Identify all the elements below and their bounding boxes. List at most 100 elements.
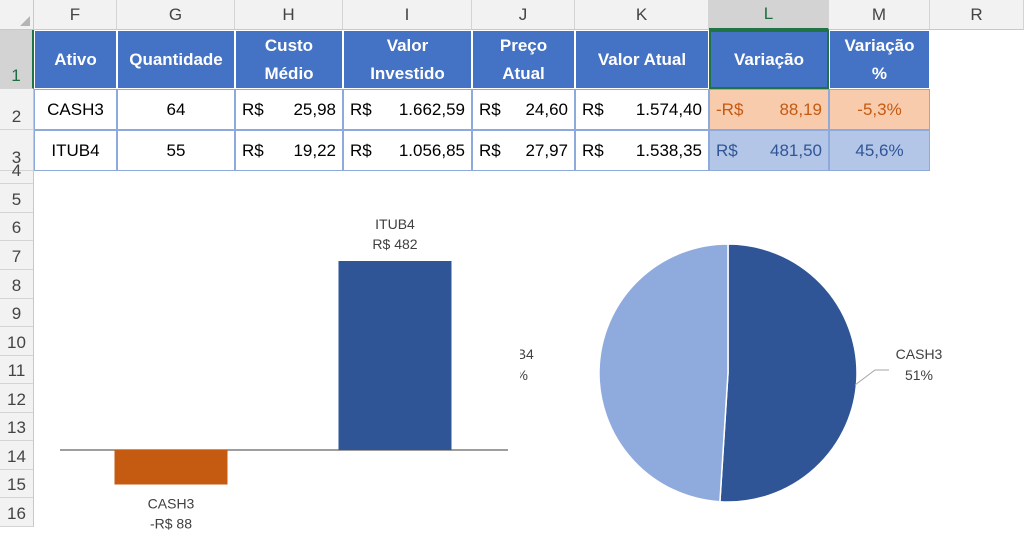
bar-itub4[interactable] — [338, 261, 452, 450]
header-line: Variação — [844, 35, 915, 55]
header-line: Quantidade — [129, 49, 223, 69]
variation-bar-chart[interactable]: CASH3 -R$ 88 ITUB4 R$ 482 — [40, 195, 530, 545]
header-text: Quantidade — [129, 46, 223, 74]
cell-value: CASH3 — [47, 99, 104, 119]
header-cell-valor-investido[interactable]: Valor Investido — [343, 30, 472, 89]
column-header-g[interactable]: G — [117, 0, 235, 30]
table-cell-itub4-ativo[interactable]: ITUB4 — [34, 130, 117, 171]
pie-leader-line — [854, 369, 889, 386]
currency-symbol: R$ — [582, 99, 604, 119]
bar-label-name-cash3: CASH3 — [148, 496, 195, 512]
header-text: Preço Atual — [500, 32, 547, 88]
header-cell-ativo[interactable]: Ativo — [34, 30, 117, 89]
column-header-f[interactable]: F — [34, 0, 117, 30]
column-header-k[interactable]: K — [575, 0, 709, 30]
currency-symbol: R$ — [479, 140, 501, 160]
header-cell-variacao-pct[interactable]: Variação% — [829, 30, 930, 89]
cell-value: -5,3% — [857, 99, 902, 119]
currency-symbol: R$ — [242, 140, 264, 160]
column-header-m[interactable]: M — [829, 0, 930, 30]
row-header-10[interactable]: 10 — [0, 327, 34, 356]
pie-slice-itub4[interactable] — [598, 243, 729, 503]
row-header-1[interactable]: 1 — [0, 30, 34, 89]
header-line: Preço — [499, 35, 548, 55]
currency-symbol: R$ — [242, 99, 264, 119]
cell-value: 45,6% — [855, 140, 904, 160]
cell-value: 19,22 — [293, 140, 336, 160]
bar-label-value-cash3: -R$ 88 — [150, 516, 192, 532]
table-cell-cash3-ativo[interactable]: CASH3 — [34, 89, 117, 130]
header-line: % — [871, 63, 888, 83]
cell-value: 64 — [166, 99, 186, 119]
cell-value: 1.574,40 — [635, 99, 702, 119]
header-line: Variação — [734, 49, 804, 69]
cell-value: 481,50 — [770, 140, 822, 160]
row-header-5[interactable]: 5 — [0, 184, 34, 213]
row-header-14[interactable]: 14 — [0, 441, 34, 470]
cell-value: 25,98 — [293, 99, 336, 119]
column-header-h[interactable]: H — [235, 0, 343, 30]
column-header-i[interactable]: I — [343, 0, 472, 30]
row-header-11[interactable]: 11 — [0, 356, 34, 384]
table-cell-cash3-variacao-pct[interactable]: -5,3% — [829, 89, 930, 130]
table-cell-itub4-investido[interactable]: R$ 1.056,85 — [343, 130, 472, 171]
select-all-corner[interactable] — [0, 0, 34, 30]
cell-value: 24,60 — [525, 99, 568, 119]
row-header-6[interactable]: 6 — [0, 213, 34, 241]
currency-symbol: R$ — [479, 99, 501, 119]
allocation-pie-chart[interactable]: CASH3 51% ITUB4 49% — [520, 195, 1020, 545]
table-cell-itub4-variacao[interactable]: R$ 481,50 — [709, 130, 829, 171]
cell-value: 55 — [166, 140, 186, 160]
header-cell-variacao[interactable]: Variação — [709, 30, 829, 89]
header-line: Médio — [264, 63, 314, 83]
bar-label-name-itub4: ITUB4 — [375, 216, 415, 232]
cell-value: ITUB4 — [51, 140, 100, 160]
table-cell-cash3-variacao[interactable]: -R$ 88,19 — [709, 89, 829, 130]
table-cell-itub4-preco[interactable]: R$ 27,97 — [472, 130, 575, 171]
currency-symbol: -R$ — [716, 99, 744, 119]
header-text: Variação — [734, 46, 804, 74]
bar-cash3[interactable] — [114, 450, 228, 485]
table-cell-cash3-preco[interactable]: R$ 24,60 — [472, 89, 575, 130]
header-text: Variação% — [845, 32, 915, 88]
cell-value: 88,19 — [779, 99, 822, 119]
table-cell-cash3-atual[interactable]: R$ 1.574,40 — [575, 89, 709, 130]
pie-slice-cash3[interactable] — [719, 243, 858, 503]
table-cell-cash3-investido[interactable]: R$ 1.662,59 — [343, 89, 472, 130]
header-line: Atual — [502, 63, 545, 83]
pie-label-value-cash3: 51% — [905, 367, 933, 383]
column-header-l[interactable]: L — [709, 0, 829, 30]
row-header-12[interactable]: 12 — [0, 384, 34, 413]
header-line: Ativo — [54, 49, 97, 69]
header-cell-quantidade[interactable]: Quantidade — [117, 30, 235, 89]
cell-value: 1.056,85 — [398, 140, 465, 160]
row-header-8[interactable]: 8 — [0, 270, 34, 299]
currency-symbol: R$ — [350, 99, 372, 119]
column-header-r[interactable]: R — [930, 0, 1024, 30]
table-cell-itub4-atual[interactable]: R$ 1.538,35 — [575, 130, 709, 171]
row-header-3[interactable]: 3 — [0, 130, 34, 171]
pie-label-name-itub4: ITUB4 — [520, 346, 534, 362]
row-header-15[interactable]: 15 — [0, 470, 34, 498]
row-header-9[interactable]: 9 — [0, 299, 34, 327]
row-header-2[interactable]: 2 — [0, 89, 34, 130]
header-cell-valor-atual[interactable]: Valor Atual — [575, 30, 709, 89]
table-cell-cash3-quantidade[interactable]: 64 — [117, 89, 235, 130]
cell-value: 27,97 — [525, 140, 568, 160]
row-header-4[interactable]: 4 — [0, 161, 34, 184]
currency-symbol: R$ — [716, 140, 738, 160]
header-text: Ativo — [54, 46, 97, 74]
table-cell-itub4-quantidade[interactable]: 55 — [117, 130, 235, 171]
bar-label-value-itub4: R$ 482 — [372, 236, 417, 252]
header-line: Investido — [370, 63, 445, 83]
table-cell-itub4-custo[interactable]: R$ 19,22 — [235, 130, 343, 171]
header-cell-custo-medio[interactable]: Custo Médio — [235, 30, 343, 89]
row-header-13[interactable]: 13 — [0, 413, 34, 441]
table-cell-cash3-custo[interactable]: R$ 25,98 — [235, 89, 343, 130]
row-header-7[interactable]: 7 — [0, 241, 34, 270]
header-cell-preco-atual[interactable]: Preço Atual — [472, 30, 575, 89]
row-header-16[interactable]: 16 — [0, 498, 34, 527]
currency-symbol: R$ — [582, 140, 604, 160]
column-header-j[interactable]: J — [472, 0, 575, 30]
table-cell-itub4-variacao-pct[interactable]: 45,6% — [829, 130, 930, 171]
